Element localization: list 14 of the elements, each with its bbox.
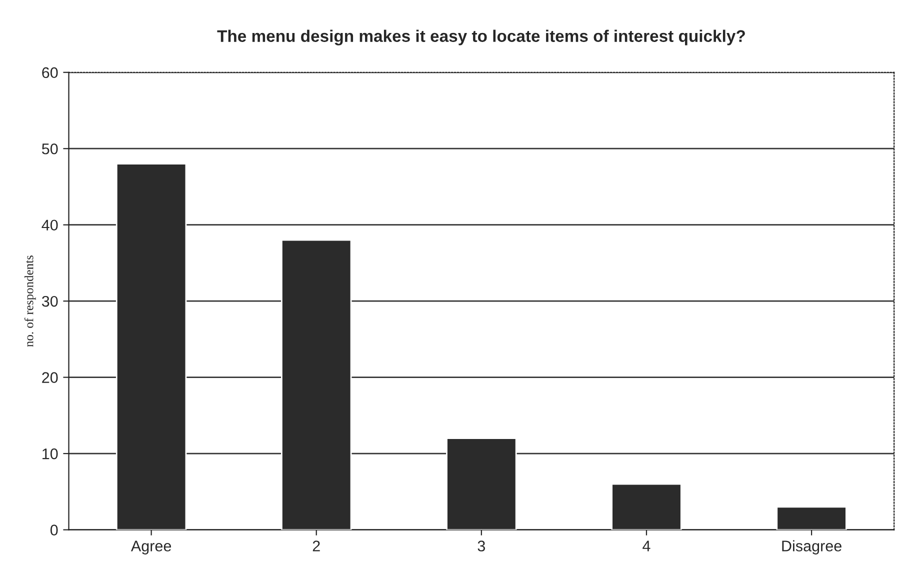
x-tick-label: 4: [642, 540, 650, 552]
y-tick-label: 50: [42, 143, 58, 154]
x-tick-label: Agree: [130, 540, 172, 554]
y-tick-label: 40: [42, 220, 58, 231]
y-tick-label: 20: [42, 372, 58, 383]
y-tick-label: 30: [42, 296, 58, 307]
x-tick-label: 2: [312, 540, 320, 552]
y-tick-label: 60: [42, 67, 58, 78]
x-tick-label: Disagree: [782, 540, 842, 554]
x-tick-label: 3: [478, 540, 485, 552]
y-tick-label: 10: [42, 448, 58, 460]
chart-title: The menu design makes it easy to locate items of interest quickly?: [217, 30, 745, 46]
y-tick-label: 0: [50, 524, 58, 536]
y-axis-title: no. of respondents: [24, 256, 36, 347]
